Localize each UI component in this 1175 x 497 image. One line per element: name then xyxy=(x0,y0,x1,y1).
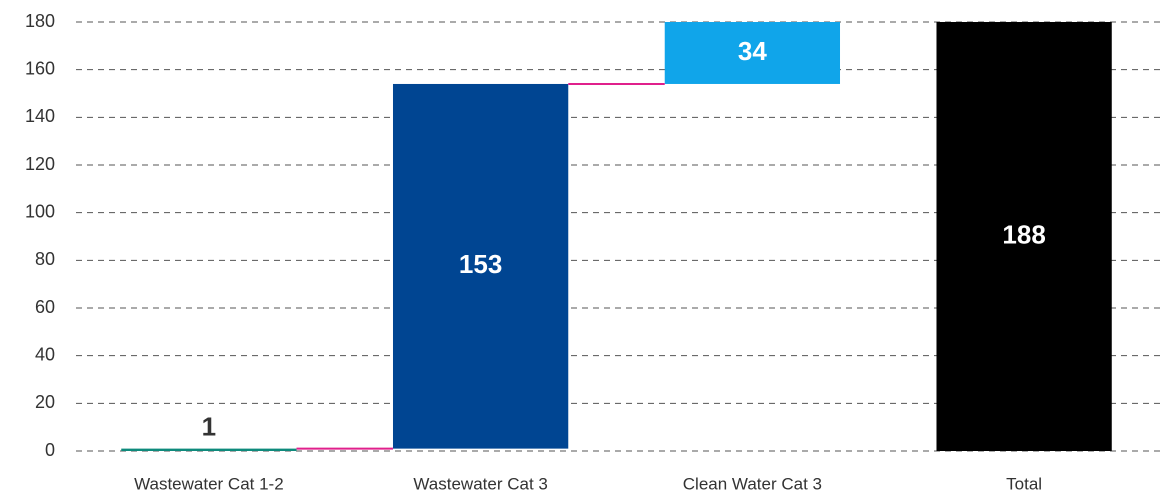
value-label: 1 xyxy=(202,411,216,441)
value-label: 34 xyxy=(738,36,767,66)
x-tick-label: Total xyxy=(1006,474,1042,493)
y-tick-label: 0 xyxy=(45,440,55,460)
y-tick-label: 140 xyxy=(25,106,55,126)
bar xyxy=(392,83,569,449)
bar xyxy=(664,22,841,84)
value-label: 188 xyxy=(1002,219,1045,249)
x-tick-label: Clean Water Cat 3 xyxy=(683,474,822,493)
y-tick-label: 40 xyxy=(35,344,55,364)
y-tick-label: 100 xyxy=(25,201,55,221)
value-label: 153 xyxy=(459,249,502,279)
y-tick-label: 20 xyxy=(35,392,55,412)
y-tick-label: 160 xyxy=(25,58,55,78)
y-tick-label: 120 xyxy=(25,154,55,174)
bar xyxy=(121,448,297,451)
y-tick-label: 60 xyxy=(35,297,55,317)
y-tick-label: 80 xyxy=(35,249,55,269)
bar xyxy=(936,22,1112,451)
x-tick-label: Wastewater Cat 3 xyxy=(413,474,547,493)
x-tick-label: Wastewater Cat 1-2 xyxy=(134,474,284,493)
y-tick-label: 180 xyxy=(25,11,55,31)
